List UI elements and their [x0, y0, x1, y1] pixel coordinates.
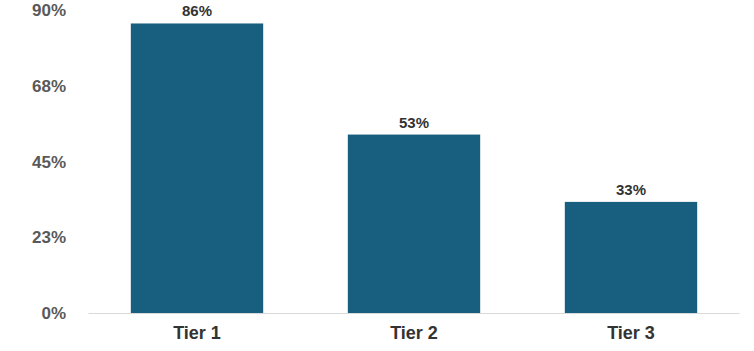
y-tick-label: 0%: [41, 304, 66, 323]
bar: [131, 23, 263, 313]
data-label: 33%: [616, 181, 646, 198]
y-tick-label: 90%: [32, 1, 66, 20]
x-axis-line: [89, 313, 740, 314]
data-label: 53%: [399, 114, 429, 131]
bar: [565, 202, 697, 313]
bar: [348, 135, 480, 313]
x-tick-label: Tier 2: [390, 323, 438, 343]
x-tick-label: Tier 3: [607, 323, 655, 343]
y-tick-label: 23%: [32, 228, 66, 247]
y-tick-label: 45%: [32, 153, 66, 172]
data-label: 86%: [182, 2, 212, 19]
x-tick-label: Tier 1: [173, 323, 221, 343]
chart-container: 0% 23% 45% 68% 90% 86% 53% 33% Tier 1 Tier 2 Tier …: [0, 0, 754, 351]
y-tick-label: 68%: [32, 77, 66, 96]
chart-svg: 0% 23% 45% 68% 90% 86% 53% 33% Tier 1 Tier 2 Tier …: [0, 0, 754, 351]
bars: [131, 23, 697, 313]
